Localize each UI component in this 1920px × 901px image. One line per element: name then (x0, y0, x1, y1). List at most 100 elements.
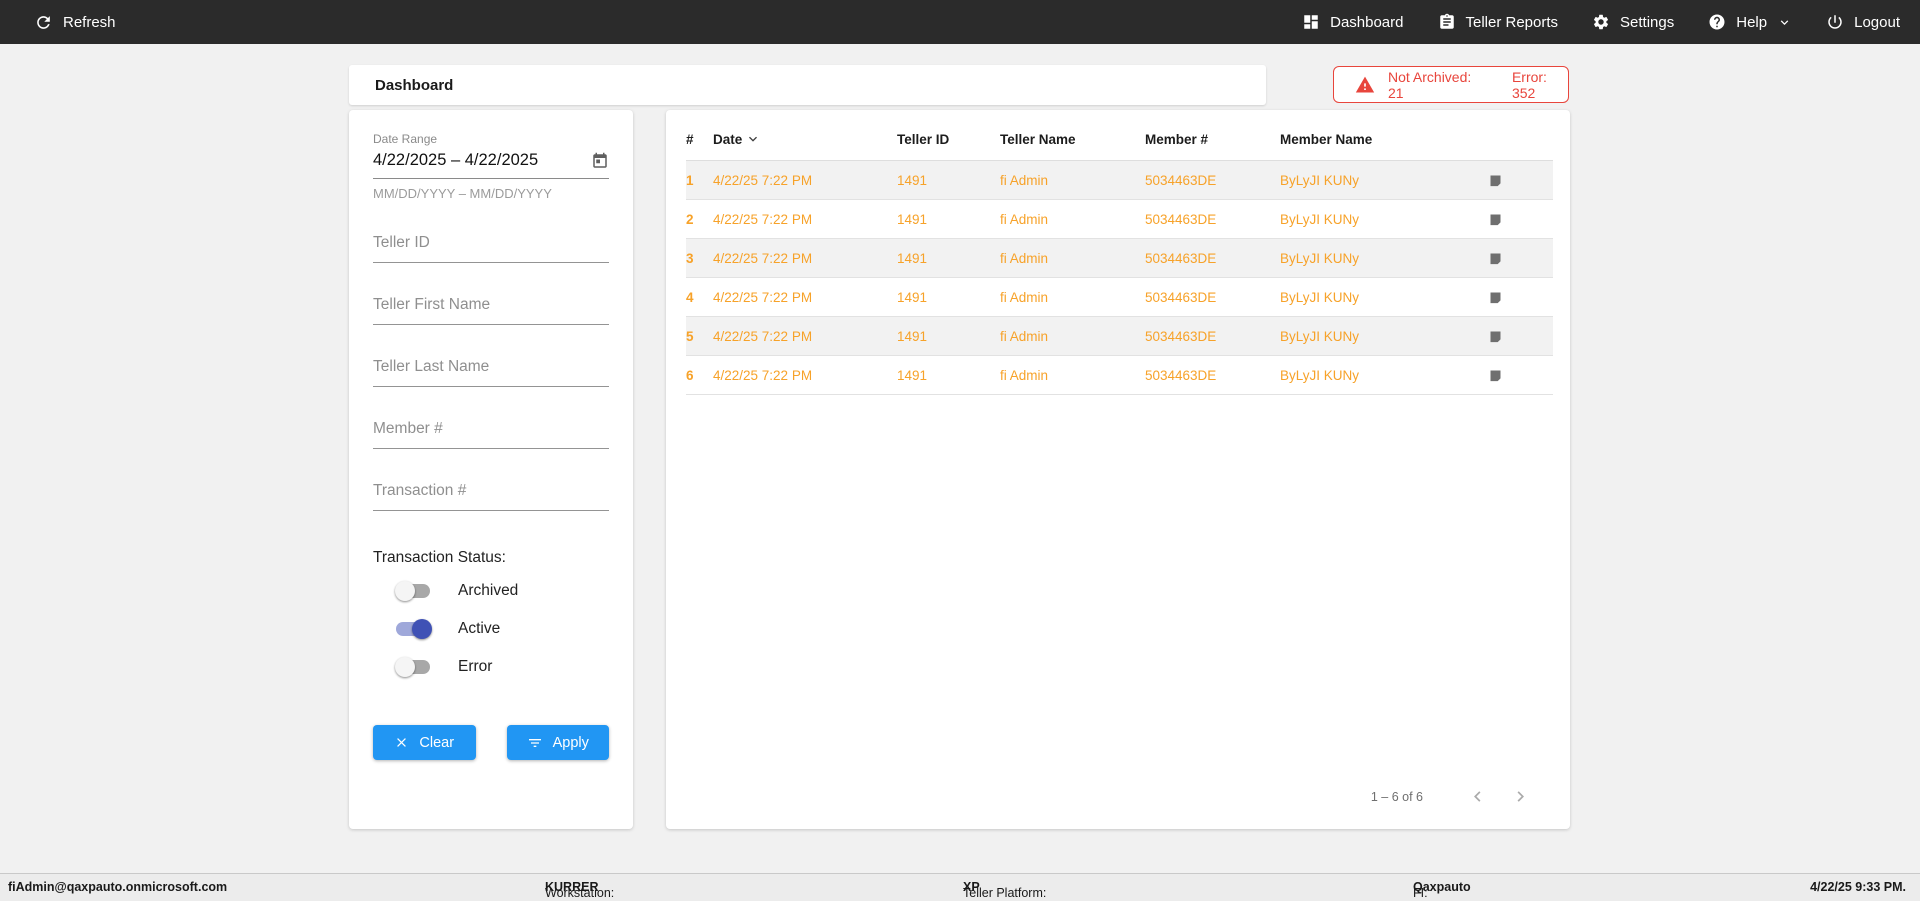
teller-id-cell: 1491 (897, 289, 928, 305)
filter-buttons-row: Clear Apply (373, 725, 609, 760)
page-title: Dashboard (375, 76, 454, 94)
member-name-cell: ByLyJI KUNy (1280, 367, 1360, 383)
teller-platform-label: Teller Platform: (963, 886, 1047, 900)
table-row[interactable]: 4 4/22/25 7:22 PM 1491 fi Admin 5034463D… (686, 278, 1553, 317)
active-toggle-label: Active (458, 620, 501, 637)
column-header-member-number: Member # (1145, 131, 1209, 147)
nav-item-label: Help (1736, 13, 1768, 31)
previous-page-icon[interactable] (1467, 786, 1488, 807)
teller-id-cell: 1491 (897, 367, 928, 383)
member-name-cell: ByLyJI KUNy (1280, 328, 1360, 344)
teller-first-name-input[interactable] (373, 292, 609, 325)
top-nav-bar: Refresh Dashboard Teller Reports Setting… (0, 0, 1920, 44)
teller-id-cell: 1491 (897, 172, 928, 188)
teller-name-cell: fi Admin (1000, 367, 1049, 383)
teller-id-input[interactable] (373, 230, 609, 263)
date-cell: 4/22/25 7:22 PM (713, 289, 813, 305)
table-row[interactable]: 2 4/22/25 7:22 PM 1491 fi Admin 5034463D… (686, 200, 1553, 239)
date-range-field[interactable]: 4/22/2025 – 4/22/2025 (373, 146, 609, 179)
note-icon[interactable] (1488, 329, 1553, 344)
transaction-number-input[interactable] (373, 478, 609, 511)
close-icon (394, 735, 409, 750)
nav-item-logout[interactable]: Logout (1826, 13, 1900, 31)
date-cell: 4/22/25 7:22 PM (713, 172, 813, 188)
filter-icon (527, 735, 543, 751)
table-header-row: # Date Teller ID Teller Name Member # Me… (686, 118, 1553, 161)
date-cell: 4/22/25 7:22 PM (713, 367, 813, 383)
date-cell: 4/22/25 7:22 PM (713, 328, 813, 344)
row-number-cell: 5 (686, 328, 694, 344)
results-panel: # Date Teller ID Teller Name Member # Me… (666, 110, 1570, 829)
toggle-knob (395, 581, 415, 601)
member-number-cell: 5034463DE (1145, 172, 1217, 188)
member-number-input[interactable] (373, 416, 609, 449)
row-number-cell: 2 (686, 211, 694, 227)
refresh-icon (34, 13, 53, 32)
column-header-teller-name: Teller Name (1000, 131, 1076, 147)
workstation-info: Workstation: KURRER (545, 880, 614, 900)
archived-toggle-label: Archived (458, 582, 519, 599)
teller-name-cell: fi Admin (1000, 211, 1049, 227)
next-page-icon[interactable] (1510, 786, 1531, 807)
calendar-icon[interactable] (591, 152, 609, 170)
transaction-status-label: Transaction Status: (373, 549, 506, 566)
note-icon[interactable] (1488, 290, 1553, 305)
table-row[interactable]: 3 4/22/25 7:22 PM 1491 fi Admin 5034463D… (686, 239, 1553, 278)
pager-buttons (1467, 786, 1531, 807)
date-cell: 4/22/25 7:22 PM (713, 211, 813, 227)
not-archived-count: Not Archived: 21 (1388, 68, 1472, 101)
date-range-value[interactable]: 4/22/2025 – 4/22/2025 (373, 151, 539, 169)
dashboard-icon (1302, 13, 1320, 31)
clear-button[interactable]: Clear (373, 725, 476, 760)
status-alert-badge[interactable]: Not Archived: 21 Error: 352 (1333, 66, 1569, 103)
teller-id-cell: 1491 (897, 328, 928, 344)
table-row[interactable]: 6 4/22/25 7:22 PM 1491 fi Admin 5034463D… (686, 356, 1553, 395)
note-icon[interactable] (1488, 212, 1553, 227)
error-toggle-label: Error (458, 658, 493, 675)
error-count: Error: 352 (1511, 68, 1547, 101)
row-number-cell: 3 (686, 250, 694, 266)
archived-toggle[interactable] (395, 581, 432, 601)
workstation-value: KURRER (545, 880, 599, 894)
nav-item-teller-reports[interactable]: Teller Reports (1438, 13, 1558, 31)
teller-last-name-input[interactable] (373, 354, 609, 387)
status-footer-bar: fiAdmin@qaxpauto.onmicrosoft.com Worksta… (0, 873, 1920, 901)
footer-timestamp: 4/22/25 9:33 PM. (1810, 880, 1906, 894)
member-number-cell: 5034463DE (1145, 367, 1217, 383)
date-cell: 4/22/25 7:22 PM (713, 250, 813, 266)
nav-item-help[interactable]: Help (1708, 13, 1792, 31)
table-row[interactable]: 1 4/22/25 7:22 PM 1491 fi Admin 5034463D… (686, 161, 1553, 200)
date-format-hint: MM/DD/YYYY – MM/DD/YYYY (373, 186, 552, 201)
apply-button[interactable]: Apply (506, 725, 609, 760)
archived-toggle-row: Archived (395, 577, 609, 605)
error-toggle[interactable] (395, 657, 432, 677)
note-icon[interactable] (1488, 368, 1553, 383)
nav-item-settings[interactable]: Settings (1592, 13, 1674, 31)
member-name-cell: ByLyJI KUNy (1280, 289, 1360, 305)
sort-descending-icon[interactable] (745, 131, 761, 147)
nav-item-dashboard[interactable]: Dashboard (1302, 13, 1404, 31)
member-number-cell: 5034463DE (1145, 289, 1217, 305)
member-name-cell: ByLyJI KUNy (1280, 211, 1360, 227)
note-icon[interactable] (1488, 173, 1553, 188)
row-number-cell: 6 (686, 367, 694, 383)
gear-icon (1592, 13, 1610, 31)
table-row[interactable]: 5 4/22/25 7:22 PM 1491 fi Admin 5034463D… (686, 317, 1553, 356)
column-header-date[interactable]: Date (713, 131, 897, 147)
column-header-member-name: Member Name (1280, 131, 1373, 147)
active-toggle[interactable] (395, 619, 432, 639)
note-icon[interactable] (1488, 251, 1553, 266)
member-number-cell: 5034463DE (1145, 328, 1217, 344)
toggle-knob (412, 619, 432, 639)
member-name-cell: ByLyJI KUNy (1280, 172, 1360, 188)
error-toggle-row: Error (395, 653, 609, 681)
refresh-button[interactable]: Refresh (34, 13, 116, 32)
teller-platform-info: Teller Platform: XP (963, 880, 1046, 900)
teller-last-name-field (373, 354, 609, 387)
row-number-cell: 4 (686, 289, 694, 305)
table-body: 1 4/22/25 7:22 PM 1491 fi Admin 5034463D… (686, 161, 1553, 395)
power-icon (1826, 13, 1844, 31)
filters-panel: Date Range 4/22/2025 – 4/22/2025 MM/DD/Y… (349, 110, 633, 829)
paginator: 1 – 6 of 6 (686, 786, 1553, 813)
nav-item-label: Settings (1620, 13, 1675, 31)
